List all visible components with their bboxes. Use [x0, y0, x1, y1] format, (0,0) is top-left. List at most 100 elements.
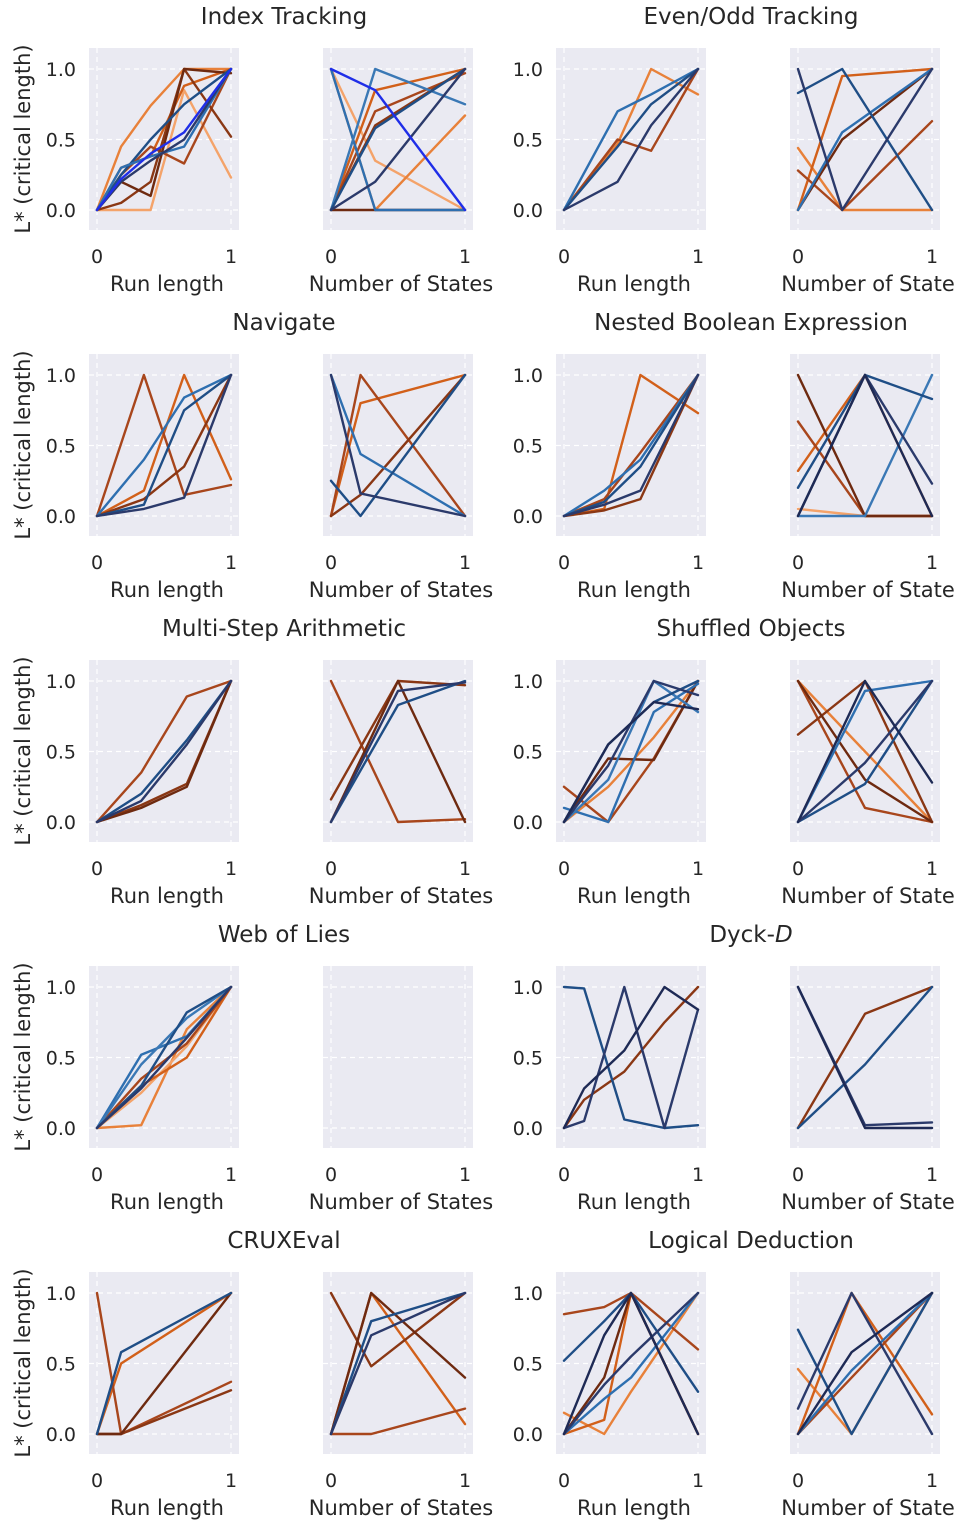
series-line [329, 373, 467, 518]
num-states-plot: 0 1 Number of States [309, 48, 493, 296]
x-tick-label: 1 [225, 1470, 237, 1492]
series-line [95, 1291, 233, 1436]
series-line [95, 67, 233, 212]
series-line [562, 373, 700, 518]
series-line [796, 679, 934, 824]
num-states-plot: 0 1 Number of State [781, 354, 955, 602]
series-line [329, 67, 467, 212]
series-line [95, 985, 233, 1130]
y-tick-label: 1.0 [513, 1283, 543, 1305]
series-line [95, 679, 233, 824]
num-states-plot: 0 1 Number of States [309, 966, 493, 1214]
x-axis-label: Number of States [309, 1190, 493, 1214]
x-axis-label: Run length [577, 272, 691, 296]
y-axis-label: L* (critical length) [11, 962, 35, 1151]
series-line [562, 67, 700, 212]
series-line [796, 373, 934, 518]
series-line [329, 67, 467, 212]
series-line [562, 679, 700, 824]
x-tick-label: 0 [558, 1470, 570, 1492]
x-tick-label: 1 [225, 1164, 237, 1186]
x-axis-label: Run length [110, 1496, 224, 1520]
series-line [95, 679, 233, 824]
x-tick-label: 0 [91, 1164, 103, 1186]
y-tick-label: 1.0 [46, 59, 76, 81]
series-line [562, 373, 700, 518]
y-tick-label: 0.0 [46, 1118, 76, 1140]
x-axis-label: Run length [577, 1190, 691, 1214]
series-line [796, 985, 934, 1130]
x-tick-label: 0 [91, 552, 103, 574]
x-tick-label: 0 [792, 552, 804, 574]
series-line [329, 373, 467, 518]
x-tick-label: 1 [926, 552, 938, 574]
y-tick-label: 0.5 [46, 130, 76, 152]
series-line [796, 1291, 934, 1436]
series-line [562, 985, 700, 1130]
x-axis-label: Run length [110, 884, 224, 908]
series-line [329, 67, 467, 212]
x-axis-label: Number of States [309, 578, 493, 602]
series-line [796, 679, 934, 824]
panel-title-text: Web of Lies [218, 922, 350, 948]
series-line [562, 985, 700, 1130]
x-tick-label: 1 [926, 858, 938, 880]
series-line [95, 1291, 233, 1436]
x-tick-label: 0 [558, 1164, 570, 1186]
num-states-plot: 0 1 Number of State [781, 1272, 955, 1520]
num-states-plot: 0 1 Number of State [781, 660, 955, 908]
num-states-plot: 0 1 Number of States [309, 354, 493, 602]
panel-title-text: Dyck- [709, 922, 775, 948]
num-states-plot: 0 1 Number of State [781, 966, 955, 1214]
y-tick-label: 1.0 [46, 671, 76, 693]
y-tick-label: 0.5 [46, 436, 76, 458]
panel-title: Logical Deduction [648, 1228, 854, 1254]
series-line [329, 679, 467, 824]
y-tick-label: 0.5 [46, 1354, 76, 1376]
series-line [562, 985, 700, 1130]
series-line [796, 1291, 934, 1436]
series-line [95, 985, 233, 1130]
y-tick-label: 1.0 [46, 365, 76, 387]
y-tick-label: 0.5 [513, 436, 543, 458]
series-line [796, 679, 934, 824]
x-axis-label: Number of State [781, 1496, 955, 1520]
x-tick-label: 1 [459, 246, 471, 268]
series-line [562, 700, 700, 824]
x-tick-label: 1 [459, 1470, 471, 1492]
series-line [329, 1291, 467, 1436]
x-tick-label: 1 [926, 1470, 938, 1492]
series-line [562, 373, 700, 518]
series-line [329, 373, 467, 518]
x-tick-label: 0 [558, 552, 570, 574]
series-line [329, 1291, 467, 1436]
x-axis-label: Number of State [781, 1190, 955, 1214]
series-line [95, 373, 233, 518]
series-line [562, 67, 700, 212]
series-line [796, 679, 934, 824]
series-line [329, 1407, 467, 1436]
series-line [796, 1291, 934, 1436]
x-tick-label: 1 [692, 858, 704, 880]
series-line [562, 1291, 700, 1436]
x-tick-label: 1 [926, 246, 938, 268]
y-tick-label: 1.0 [513, 671, 543, 693]
x-tick-label: 0 [325, 246, 337, 268]
panel-title: Navigate [232, 310, 335, 336]
x-axis-label: Number of State [781, 578, 955, 602]
series-line [796, 985, 934, 1130]
x-axis-label: Run length [110, 272, 224, 296]
x-tick-label: 0 [91, 1470, 103, 1492]
num-states-plot: 0 1 Number of State [781, 48, 955, 296]
y-tick-label: 1.0 [46, 1283, 76, 1305]
series-line [562, 67, 700, 212]
